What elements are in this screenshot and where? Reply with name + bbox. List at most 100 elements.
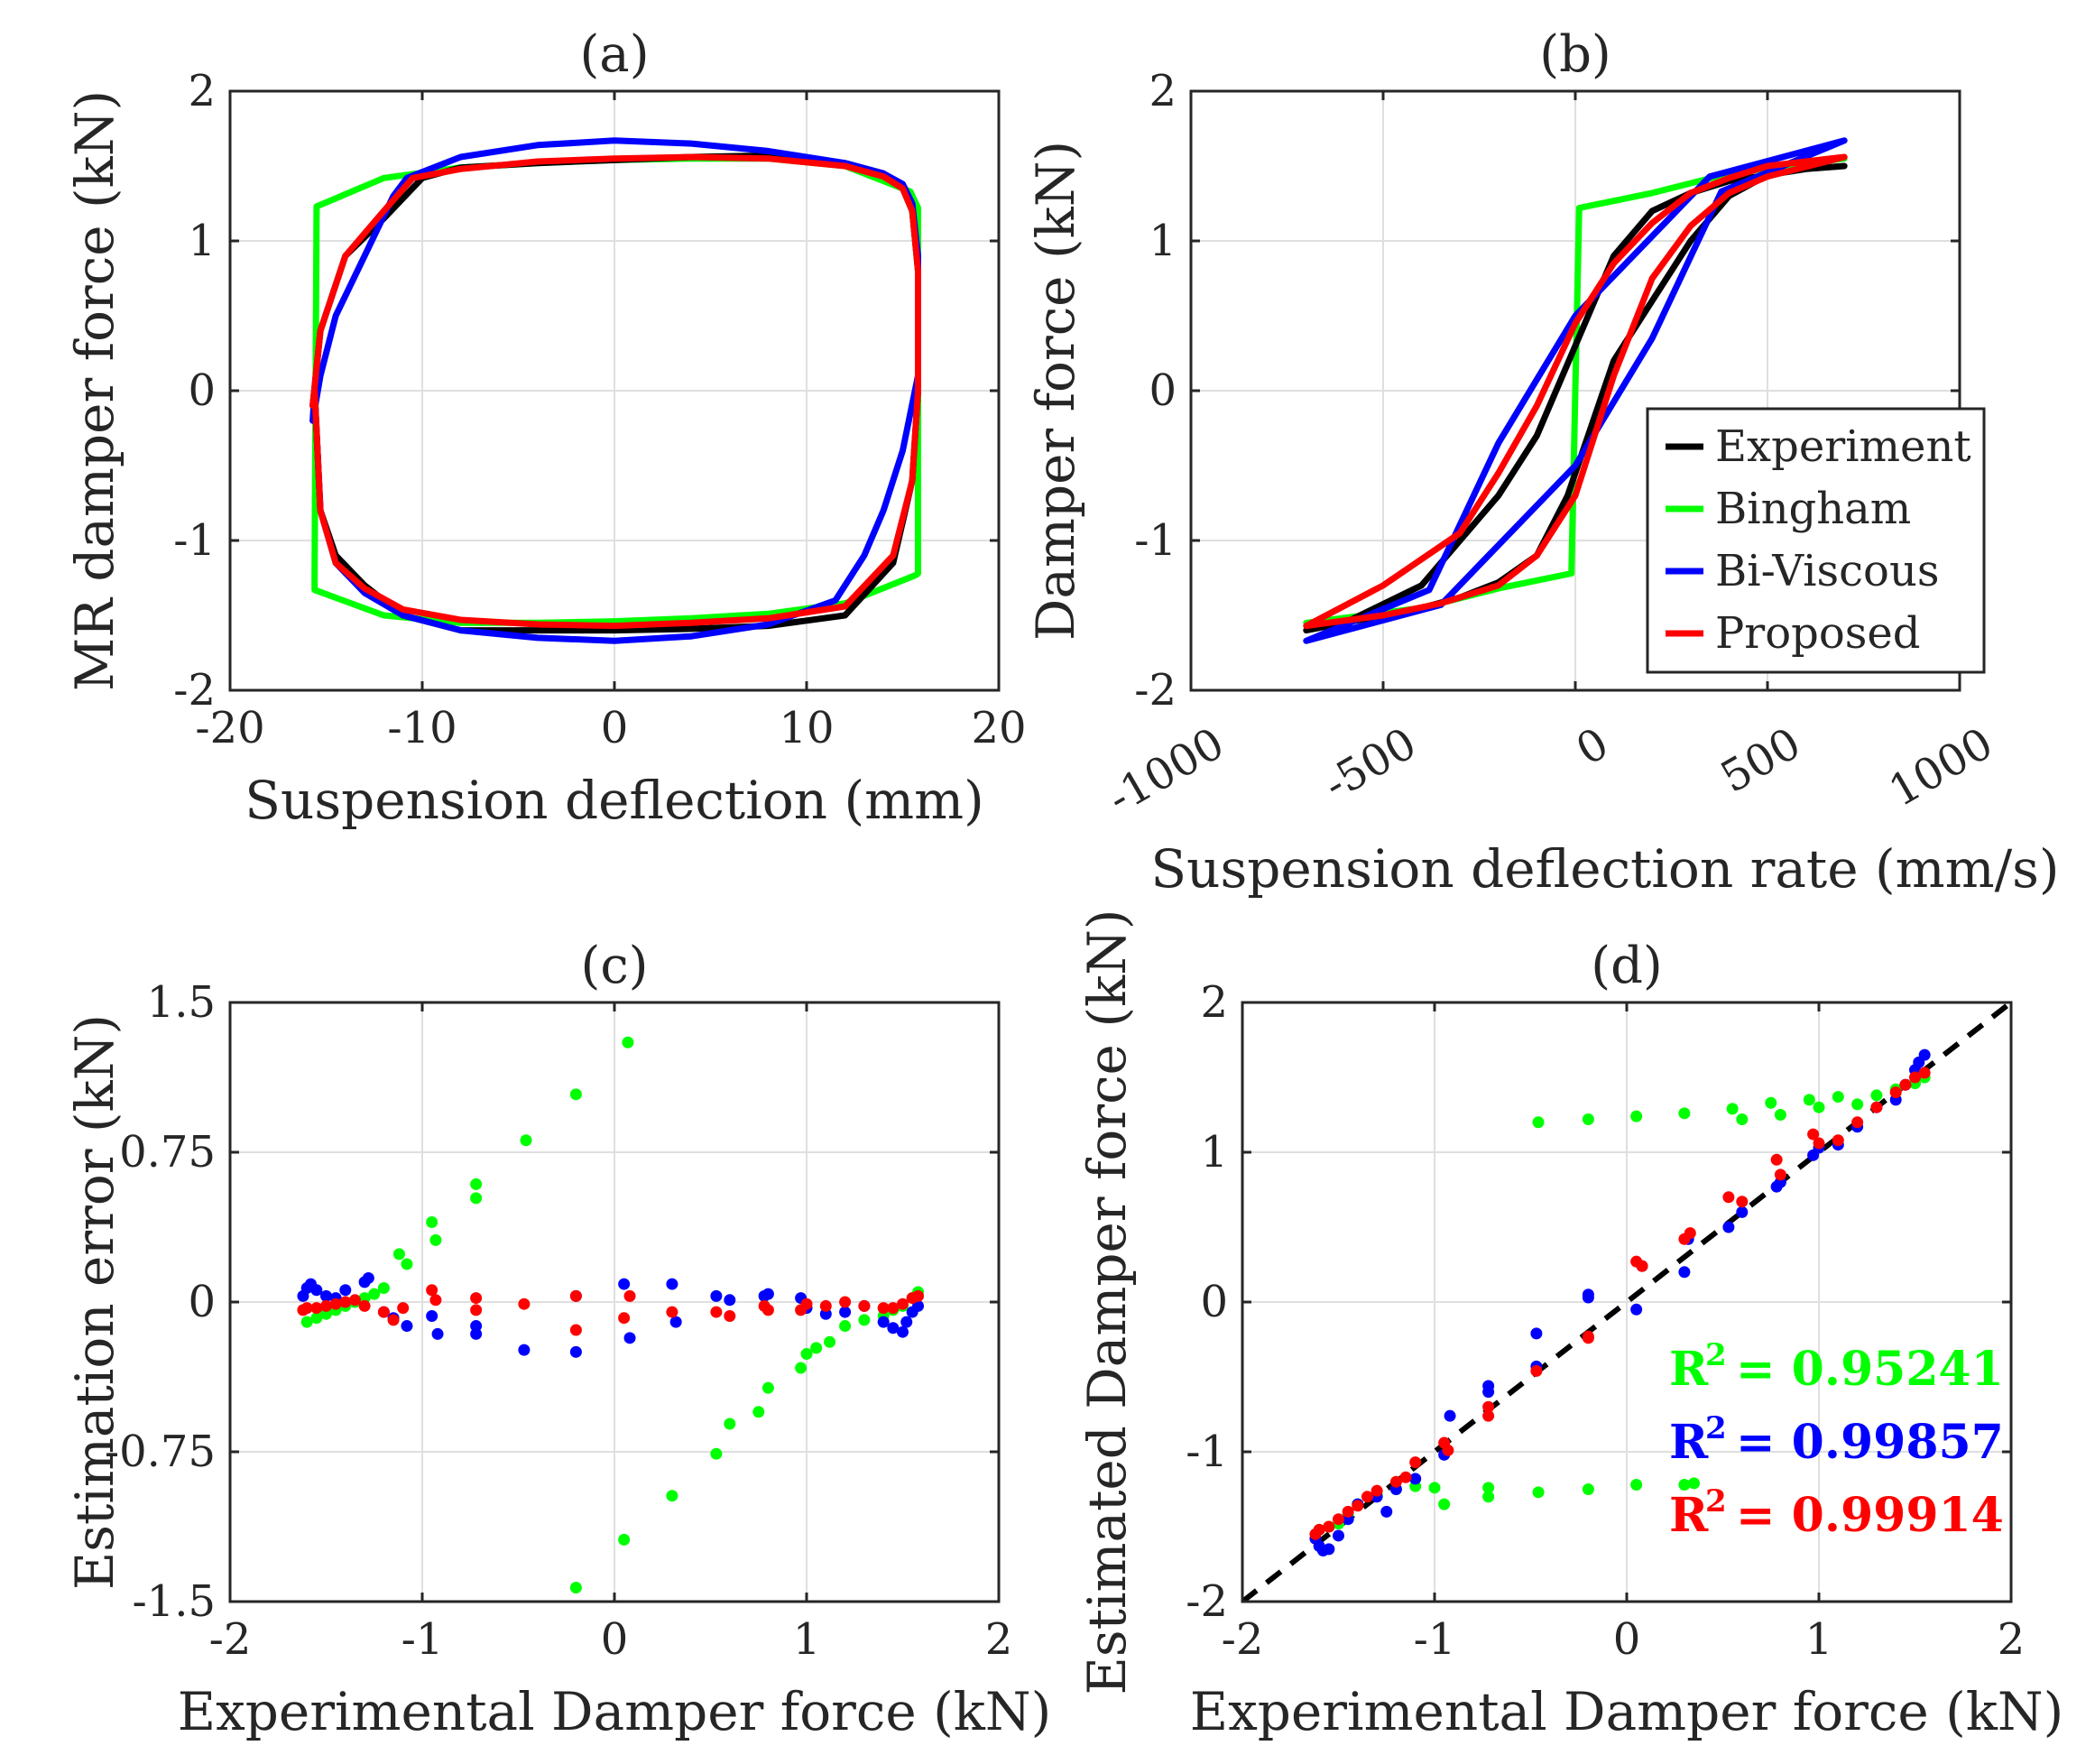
point-proposed [710, 1306, 723, 1318]
point-bingham [377, 1282, 390, 1295]
point-bingham [520, 1134, 532, 1147]
r2-annotation-superscript: 2 [1705, 1483, 1727, 1519]
point-proposed [329, 1298, 342, 1310]
point-proposed [1409, 1456, 1422, 1469]
plot-area [1303, 137, 1848, 644]
point-bi-viscous [761, 1288, 774, 1300]
reference-line [1242, 1002, 2011, 1602]
x-tick-label: -20 [195, 703, 264, 753]
point-bingham [1765, 1096, 1777, 1109]
panel-title: (b) [1539, 25, 1611, 84]
point-proposed [912, 1289, 925, 1302]
point-proposed [310, 1302, 323, 1315]
point-proposed [429, 1294, 442, 1307]
y-tick-label: 1 [1149, 216, 1177, 266]
legend-box [1646, 407, 1986, 674]
x-axis-label: Suspension deflection rate (mm/s) [1150, 838, 2059, 900]
point-bingham [724, 1418, 736, 1430]
point-proposed [1361, 1491, 1373, 1503]
point-bi-viscous [1444, 1409, 1456, 1422]
point-bingham [1813, 1101, 1825, 1113]
point-bi-viscous [666, 1278, 678, 1290]
point-proposed [470, 1292, 483, 1305]
point-proposed [1684, 1227, 1696, 1240]
point-bi-viscous [569, 1345, 582, 1358]
panel-title: (a) [579, 25, 649, 84]
legend: Experiment Bingham Bi-Viscous Proposed [1646, 407, 1986, 674]
point-proposed [1889, 1086, 1902, 1099]
point-bingham [426, 1215, 438, 1228]
point-proposed [1399, 1471, 1412, 1483]
y-tick-label: 0 [1200, 1277, 1228, 1327]
x-tick-label: 2 [985, 1614, 1013, 1665]
y-tick-label: 0.75 [119, 1127, 216, 1178]
y-tick-label: -1 [173, 515, 216, 566]
point-bi-viscous [1530, 1327, 1543, 1340]
y-tick-label: 1 [188, 216, 216, 266]
series-line-proposed [309, 153, 921, 630]
point-proposed [623, 1289, 636, 1302]
x-tick-label: 1 [793, 1614, 821, 1665]
point-bi-viscous [618, 1278, 631, 1290]
point-proposed [1636, 1260, 1648, 1272]
panel-title: (c) [580, 937, 648, 995]
point-proposed [1323, 1520, 1335, 1533]
x-tick-label: 0 [1613, 1614, 1641, 1665]
point-bingham [810, 1342, 823, 1354]
y-axis-label: MR damper force (kN) [64, 90, 125, 691]
point-bingham [618, 1533, 631, 1546]
x-tick-label: 1 [1805, 1614, 1833, 1665]
y-tick-label: -1 [1186, 1427, 1228, 1477]
point-bi-viscous [431, 1327, 444, 1340]
point-bi-viscous [1482, 1386, 1495, 1399]
point-proposed [348, 1294, 361, 1307]
point-proposed [387, 1314, 400, 1326]
x-tick-label: -10 [387, 703, 457, 753]
point-bingham [569, 1582, 582, 1594]
y-tick-label: 1 [1200, 1127, 1228, 1178]
x-tick-label: -2 [209, 1614, 252, 1665]
point-proposed [1851, 1116, 1864, 1129]
point-bi-viscous [887, 1322, 900, 1335]
point-bi-viscous [1736, 1205, 1749, 1218]
x-tick-label: 0 [601, 1614, 629, 1665]
point-bingham [401, 1258, 413, 1270]
point-bingham [1803, 1094, 1815, 1106]
point-proposed [470, 1304, 483, 1316]
point-bi-viscous [839, 1306, 852, 1318]
point-bi-viscous [1630, 1303, 1643, 1316]
point-proposed [1770, 1153, 1783, 1166]
point-proposed [1371, 1484, 1383, 1497]
x-axis-label: Experimental Damper force (kN) [1190, 1681, 2064, 1742]
point-bingham [1736, 1113, 1749, 1125]
point-proposed [1333, 1513, 1344, 1526]
point-proposed [320, 1299, 332, 1312]
point-bingham [858, 1314, 871, 1326]
point-bingham [795, 1362, 808, 1374]
x-tick-label: 2 [1998, 1614, 2026, 1665]
point-proposed [1313, 1523, 1325, 1536]
y-tick-label: 2 [188, 66, 216, 116]
point-proposed [1482, 1409, 1495, 1422]
y-tick-label: -1 [1134, 515, 1177, 566]
point-bi-viscous [310, 1284, 323, 1297]
point-bi-viscous [518, 1344, 531, 1356]
point-bingham [429, 1233, 442, 1246]
point-proposed [1442, 1444, 1454, 1456]
point-proposed [377, 1306, 390, 1318]
x-axis-label: Suspension deflection (mm) [245, 770, 983, 831]
point-bi-viscous [362, 1271, 374, 1284]
point-proposed [1352, 1500, 1364, 1512]
point-bingham [569, 1088, 582, 1101]
point-proposed [666, 1306, 678, 1318]
point-bi-viscous [1333, 1529, 1344, 1542]
r2-annotation-label: R [1669, 1488, 1709, 1543]
point-bi-viscous [339, 1284, 352, 1297]
point-bingham [368, 1288, 381, 1300]
point-proposed [724, 1309, 736, 1322]
r2-annotation-label: R [1669, 1415, 1709, 1470]
point-proposed [887, 1302, 900, 1315]
point-proposed [839, 1296, 852, 1308]
point-bi-viscous [320, 1289, 332, 1302]
